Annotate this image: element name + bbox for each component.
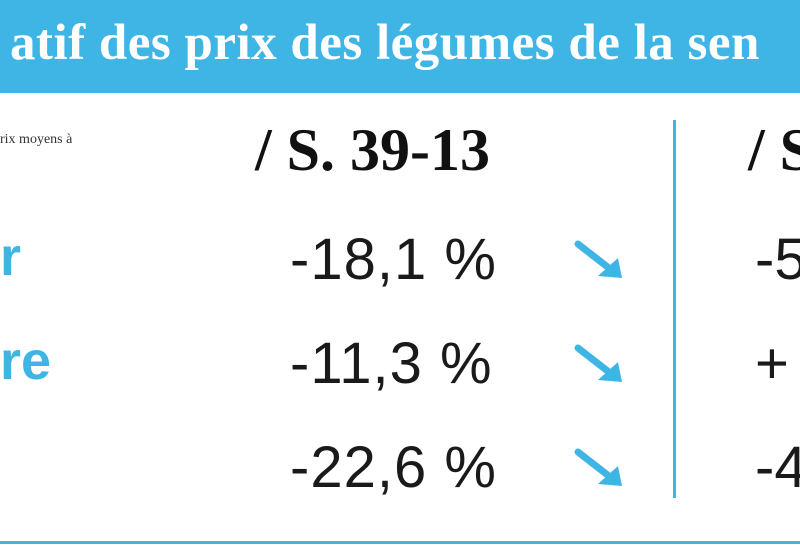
row-value2-1: -5 [755, 227, 800, 292]
row-value-3: -22,6 % [290, 435, 497, 500]
row-value-1: -18,1 % [290, 227, 497, 292]
row-value2-2: + [755, 331, 789, 396]
row-label-1: r [0, 227, 22, 287]
bottom-rule [0, 541, 800, 544]
arrow-down-right-icon [574, 448, 622, 486]
row-value2-3: -4 [755, 435, 800, 500]
row-value-2: -11,3 % [290, 331, 493, 396]
title-banner: atif des prix des légumes de la sen [0, 0, 800, 93]
arrow-down-right-icon [574, 240, 622, 278]
column-header-1: / S. 39-13 [255, 117, 491, 183]
row-label-2: re [0, 331, 52, 391]
footnote-text: rix moyens à [0, 132, 73, 147]
banner-title: atif des prix des légumes de la sen [10, 15, 760, 71]
arrow-down-right-icon [574, 344, 622, 382]
column-divider [673, 120, 676, 498]
column-header-2: / S [748, 117, 800, 183]
